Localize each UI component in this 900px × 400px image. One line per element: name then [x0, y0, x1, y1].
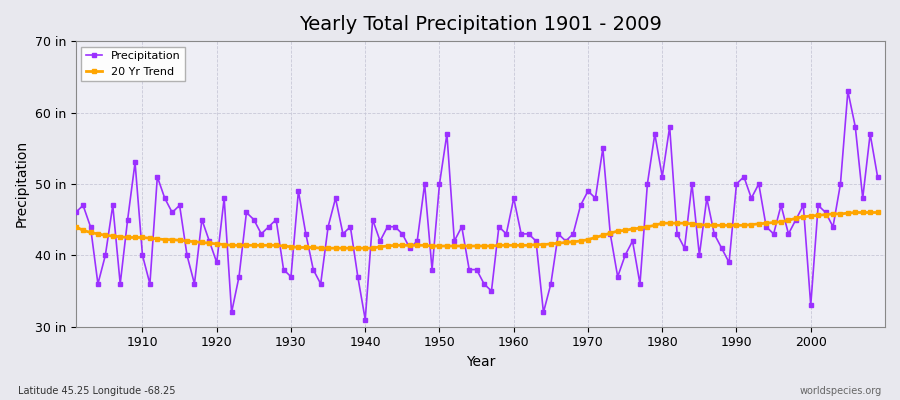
20 Yr Trend [872, 210, 883, 215]
Precipitation [508, 196, 519, 200]
20 Yr Trend [516, 243, 526, 248]
Legend: Precipitation, 20 Yr Trend: Precipitation, 20 Yr Trend [81, 47, 185, 81]
20 Yr Trend [605, 231, 616, 236]
X-axis label: Year: Year [465, 355, 495, 369]
20 Yr Trend [850, 210, 860, 215]
20 Yr Trend [130, 235, 140, 240]
Precipitation [360, 317, 371, 322]
Precipitation [293, 189, 304, 194]
Precipitation [130, 160, 140, 165]
20 Yr Trend [315, 246, 326, 250]
20 Yr Trend [345, 246, 356, 250]
Precipitation [338, 232, 348, 236]
20 Yr Trend [293, 245, 304, 250]
20 Yr Trend [70, 224, 81, 229]
20 Yr Trend [508, 243, 519, 248]
Precipitation [605, 232, 616, 236]
Precipitation [70, 210, 81, 215]
Precipitation [842, 89, 853, 94]
Title: Yearly Total Precipitation 1901 - 2009: Yearly Total Precipitation 1901 - 2009 [299, 15, 662, 34]
Text: Latitude 45.25 Longitude -68.25: Latitude 45.25 Longitude -68.25 [18, 386, 176, 396]
Line: 20 Yr Trend: 20 Yr Trend [74, 211, 879, 250]
Precipitation [872, 174, 883, 179]
Line: Precipitation: Precipitation [74, 89, 879, 321]
Y-axis label: Precipitation: Precipitation [15, 140, 29, 228]
Precipitation [516, 232, 526, 236]
Text: worldspecies.org: worldspecies.org [800, 386, 882, 396]
